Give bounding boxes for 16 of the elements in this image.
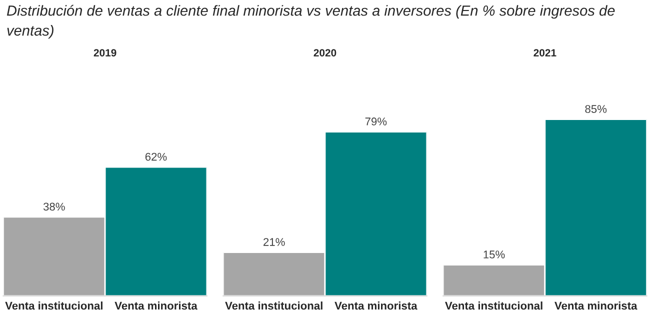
x-tick-label: Venta minorista — [114, 301, 198, 310]
x-tick-label: Venta minorista — [334, 301, 418, 310]
x-tick-label: Venta minorista — [554, 301, 638, 310]
chart-title: 2020 — [314, 49, 336, 56]
data-label: 85% — [585, 105, 607, 113]
text: Distribución de ventas a cliente final minorista vs ventas a inversores (En % sobre ingresos de ventas) — [6, 4, 615, 39]
x-tick-label: Venta institucional — [225, 301, 322, 310]
chart-title: 2019 — [94, 49, 116, 56]
chart-title: 2021 — [534, 49, 556, 56]
data-label: 21% — [264, 238, 285, 246]
data-label: 15% — [484, 250, 505, 258]
data-label: 79% — [365, 118, 387, 126]
data-label: 62% — [145, 152, 167, 161]
x-tick-label: Venta institucional — [445, 301, 542, 310]
data-label: 38% — [43, 202, 65, 211]
x-tick-label: Venta institucional — [5, 301, 102, 310]
